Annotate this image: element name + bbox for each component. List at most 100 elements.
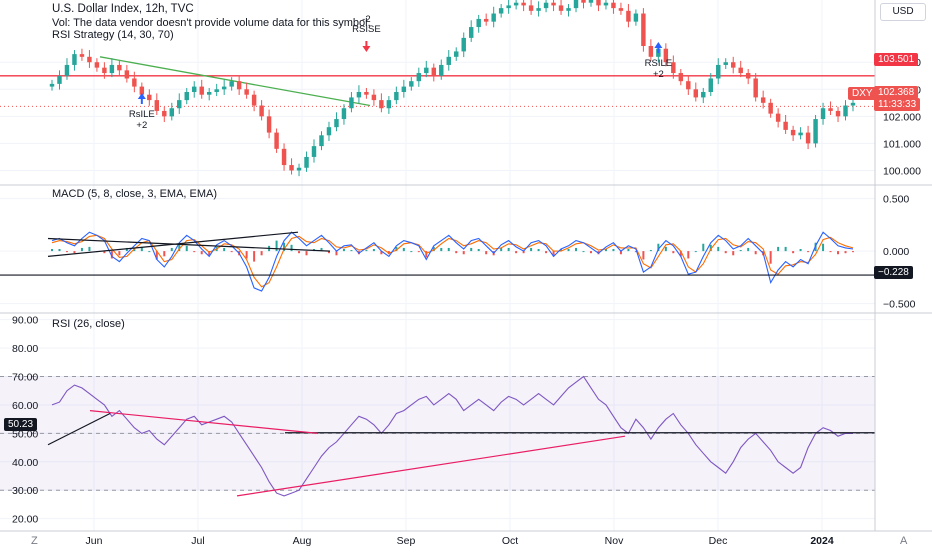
- candle[interactable]: [439, 64, 444, 76]
- candle[interactable]: [513, 2, 519, 6]
- candle[interactable]: [446, 56, 451, 65]
- candle[interactable]: [214, 89, 219, 92]
- candle[interactable]: [618, 8, 624, 11]
- candle[interactable]: [506, 5, 511, 9]
- candle[interactable]: [775, 113, 781, 122]
- macd-title[interactable]: MACD (5, 8, close, 3, EMA, EMA): [52, 188, 218, 200]
- candle[interactable]: [184, 92, 189, 101]
- candle[interactable]: [790, 129, 796, 136]
- candle[interactable]: [768, 102, 773, 114]
- candle[interactable]: [371, 94, 377, 101]
- candle[interactable]: [349, 97, 354, 109]
- candle[interactable]: [663, 48, 669, 63]
- long-entry-arrow-icon[interactable]: [654, 42, 663, 53]
- candle[interactable]: [102, 67, 107, 74]
- candle[interactable]: [573, 0, 579, 9]
- candle[interactable]: [558, 5, 564, 11]
- candle[interactable]: [543, 2, 549, 9]
- candle[interactable]: [730, 62, 736, 68]
- candle[interactable]: [701, 92, 706, 98]
- macd-line[interactable]: [51, 231, 854, 292]
- candle[interactable]: [611, 2, 616, 9]
- auto-scale-button[interactable]: A: [900, 535, 908, 547]
- candle[interactable]: [738, 67, 743, 74]
- log-scale-button[interactable]: Z: [31, 535, 38, 547]
- trend-line[interactable]: [99, 56, 371, 107]
- candle[interactable]: [828, 108, 833, 111]
- candle[interactable]: [476, 18, 481, 28]
- candle[interactable]: [551, 2, 556, 6]
- candle[interactable]: [236, 81, 242, 90]
- candle[interactable]: [641, 13, 646, 46]
- candle[interactable]: [454, 51, 459, 57]
- candle[interactable]: [693, 89, 699, 98]
- candle[interactable]: [536, 8, 541, 11]
- candle[interactable]: [843, 105, 848, 117]
- candle[interactable]: [596, 0, 601, 6]
- candle[interactable]: [813, 119, 818, 144]
- candle[interactable]: [820, 108, 826, 120]
- candle[interactable]: [783, 121, 788, 130]
- candle[interactable]: [64, 64, 70, 76]
- candle[interactable]: [132, 78, 137, 87]
- candle[interactable]: [401, 86, 407, 92]
- candle[interactable]: [266, 116, 272, 133]
- candle[interactable]: [296, 167, 302, 171]
- candle[interactable]: [147, 94, 152, 101]
- candle[interactable]: [244, 89, 249, 95]
- candle[interactable]: [139, 86, 145, 95]
- candle[interactable]: [379, 100, 384, 109]
- candle[interactable]: [326, 127, 332, 136]
- candle[interactable]: [521, 2, 526, 6]
- candle[interactable]: [319, 135, 324, 147]
- candle[interactable]: [177, 100, 182, 109]
- candle[interactable]: [57, 75, 62, 84]
- candle[interactable]: [626, 10, 631, 22]
- candle[interactable]: [678, 73, 684, 82]
- candle[interactable]: [835, 110, 841, 117]
- candle[interactable]: [72, 54, 77, 65]
- candle[interactable]: [798, 132, 803, 136]
- candle[interactable]: [633, 13, 639, 22]
- short-entry-arrow-icon[interactable]: [362, 41, 371, 52]
- rsi-trend-line[interactable]: [89, 410, 319, 434]
- candle[interactable]: [169, 108, 175, 117]
- candle[interactable]: [356, 92, 362, 98]
- candle[interactable]: [716, 64, 721, 79]
- currency-button[interactable]: USD: [880, 3, 926, 21]
- candle[interactable]: [154, 100, 160, 111]
- candle[interactable]: [274, 132, 279, 149]
- candle[interactable]: [671, 62, 676, 74]
- candle[interactable]: [416, 73, 422, 82]
- candle[interactable]: [221, 86, 227, 90]
- candle[interactable]: [259, 105, 264, 117]
- candle[interactable]: [708, 78, 713, 92]
- long-entry-arrow-icon[interactable]: [137, 93, 146, 104]
- candle[interactable]: [229, 81, 234, 87]
- candle[interactable]: [461, 37, 466, 52]
- candle[interactable]: [311, 146, 317, 157]
- candle[interactable]: [491, 13, 496, 22]
- candle[interactable]: [745, 73, 751, 79]
- rsi-pane[interactable]: [0, 375, 875, 497]
- candle[interactable]: [109, 64, 115, 74]
- candle[interactable]: [753, 78, 758, 98]
- candle[interactable]: [409, 81, 414, 87]
- candle[interactable]: [192, 86, 197, 92]
- candle[interactable]: [498, 8, 504, 14]
- candle[interactable]: [581, 0, 586, 3]
- candle[interactable]: [251, 94, 257, 106]
- candle[interactable]: [850, 102, 856, 106]
- rsi-title[interactable]: RSI (26, close): [52, 318, 125, 330]
- macd-trend-line[interactable]: [47, 237, 331, 252]
- candle[interactable]: [49, 83, 55, 87]
- candle[interactable]: [686, 81, 691, 90]
- candle[interactable]: [394, 92, 399, 101]
- candle[interactable]: [124, 70, 130, 79]
- candle[interactable]: [94, 62, 100, 68]
- candle[interactable]: [648, 46, 654, 57]
- candle[interactable]: [760, 97, 766, 103]
- candle[interactable]: [431, 67, 437, 76]
- candle[interactable]: [117, 64, 122, 71]
